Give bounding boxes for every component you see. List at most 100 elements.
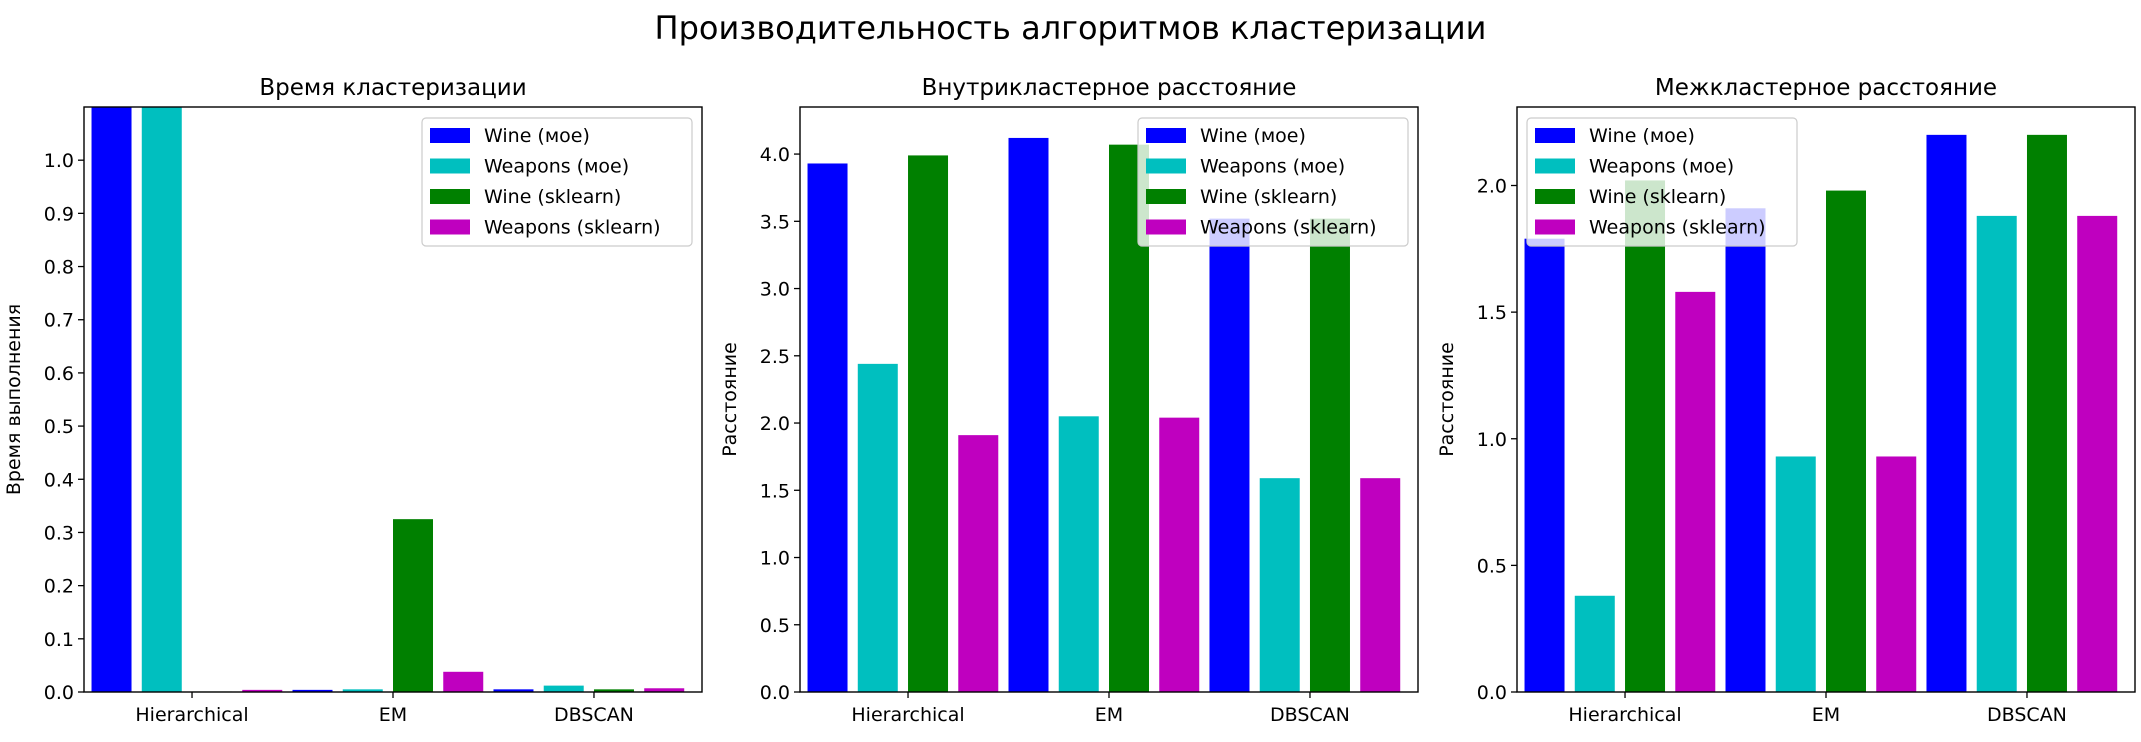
legend-swatch [1535,158,1575,174]
legend-label: Wine (sklearn) [1200,186,1337,208]
y-tick-label: 1.5 [1477,302,1507,324]
y-tick-label: 4.0 [760,144,790,166]
y-tick-label: 0.6 [44,363,74,385]
bar [1876,456,1917,692]
plot-frame [83,106,703,693]
legend-label: Weapons (sklearn) [1200,217,1377,239]
legend-label: Wine (мое) [1200,125,1306,147]
legend-swatch [1146,219,1186,235]
y-tick-label: 0.4 [44,469,74,491]
legend-swatch [1146,158,1186,174]
bar [292,689,333,692]
legend-label: Weapons (мое) [1589,156,1734,178]
bar [1360,478,1401,692]
x-tick-label: DBSCAN [554,704,634,726]
chart-panel-1: Hierarchical EM DBSCAN 0.0 0.1 0.2 0.3 0.4 0.5 0.… [3,75,703,726]
x-tick-label: EM [379,704,407,726]
legend: Wine (мое) Weapons (мое) Wine (sklearn) Wea… [421,117,693,247]
bar [857,363,898,692]
legend-label: Weapons (мое) [1200,156,1345,178]
bar [908,155,949,692]
legend-swatch [1146,189,1186,204]
figure-title: Производительность алгоритмов кластериза… [654,9,1487,47]
bar [1309,218,1350,692]
y-tick-label: 0.0 [760,682,790,704]
bar [443,671,484,692]
x-tick-label: Hierarchical [1568,704,1681,726]
bar [1524,238,1565,693]
legend-box [421,117,693,247]
y-tick-label: 0.7 [44,310,74,332]
y-tick-label: 1.0 [760,548,790,570]
legend-swatch [430,219,470,235]
y-tick-label: 1.0 [44,150,74,172]
bar [1775,456,1816,692]
chart-title: Время кластеризации [259,75,526,101]
bar [1259,478,1300,692]
bar [1058,416,1099,692]
y-tick-label: 2.5 [760,346,790,368]
bar [1976,215,2017,692]
bar [2077,215,2118,692]
chart-panel-3: Hierarchical EM DBSCAN 0.0 0.5 1.0 1.5 2.0 Межкл… [1436,75,2136,726]
legend-swatch [1146,128,1186,143]
chart-title: Внутрикластерное расстояние [922,75,1297,101]
legend-label: Wine (sklearn) [484,186,621,208]
plot-frame [799,106,1419,693]
y-tick-label: 0.3 [44,522,74,544]
bar [1826,190,1866,693]
bar [242,689,283,692]
bar [1209,218,1250,692]
bar [1625,180,1666,692]
legend-label: Weapons (sklearn) [484,217,661,239]
legend-label: Wine (мое) [1589,125,1695,147]
y-tick-label: 2.0 [1477,176,1507,198]
bar [807,163,848,692]
legend-box [1526,117,1798,247]
bar [644,688,685,692]
bar [2026,134,2067,692]
bar [342,689,383,692]
y-tick-label: 0.1 [44,629,74,651]
legend-swatch [1535,219,1575,235]
y-tick-label: 0.0 [1477,682,1507,704]
y-tick-label: 0.0 [44,682,74,704]
legend-label: Wine (мое) [484,125,590,147]
legend-swatch [430,158,470,174]
legend-box [1137,117,1409,247]
legend-swatch [1535,189,1575,204]
y-tick-label: 3.0 [760,279,790,301]
y-axis-label: Расстояние [1436,342,1458,457]
y-tick-label: 2.0 [760,413,790,435]
y-tick-label: 0.8 [44,257,74,279]
y-axis-label: Время выполнения [3,304,25,495]
bar [393,519,433,692]
legend-label: Weapons (мое) [484,156,629,178]
y-tick-label: 1.5 [760,480,790,502]
bar [1926,134,1967,692]
plot-frame [1516,106,2136,693]
bar [493,689,534,692]
legend-label: Weapons (sklearn) [1589,217,1766,239]
chart-title: Межкластерное расстояние [1655,75,1997,101]
x-tick-label: EM [1095,704,1123,726]
bar [91,107,132,692]
legend: Wine (мое) Weapons (мое) Wine (sklearn) Wea… [1526,117,1798,247]
y-tick-label: 0.2 [44,576,74,598]
x-tick-label: Hierarchical [135,704,248,726]
x-tick-label: Hierarchical [851,704,964,726]
y-axis-label: Расстояние [719,342,741,457]
legend-swatch [430,128,470,143]
legend-swatch [1535,128,1575,143]
bar [543,685,584,692]
bar [1574,595,1615,692]
chart-panel-2: Hierarchical EM DBSCAN 0.0 0.5 1.0 1.5 2.0 2.5 3.… [719,75,1419,726]
legend-swatch [430,189,470,204]
y-tick-label: 3.5 [760,211,790,233]
x-tick-label: EM [1812,704,1840,726]
y-tick-label: 1.0 [1477,429,1507,451]
bar [1159,417,1200,692]
legend: Wine (мое) Weapons (мое) Wine (sklearn) Wea… [1137,117,1409,247]
bar [1675,291,1716,692]
bar [141,107,182,692]
